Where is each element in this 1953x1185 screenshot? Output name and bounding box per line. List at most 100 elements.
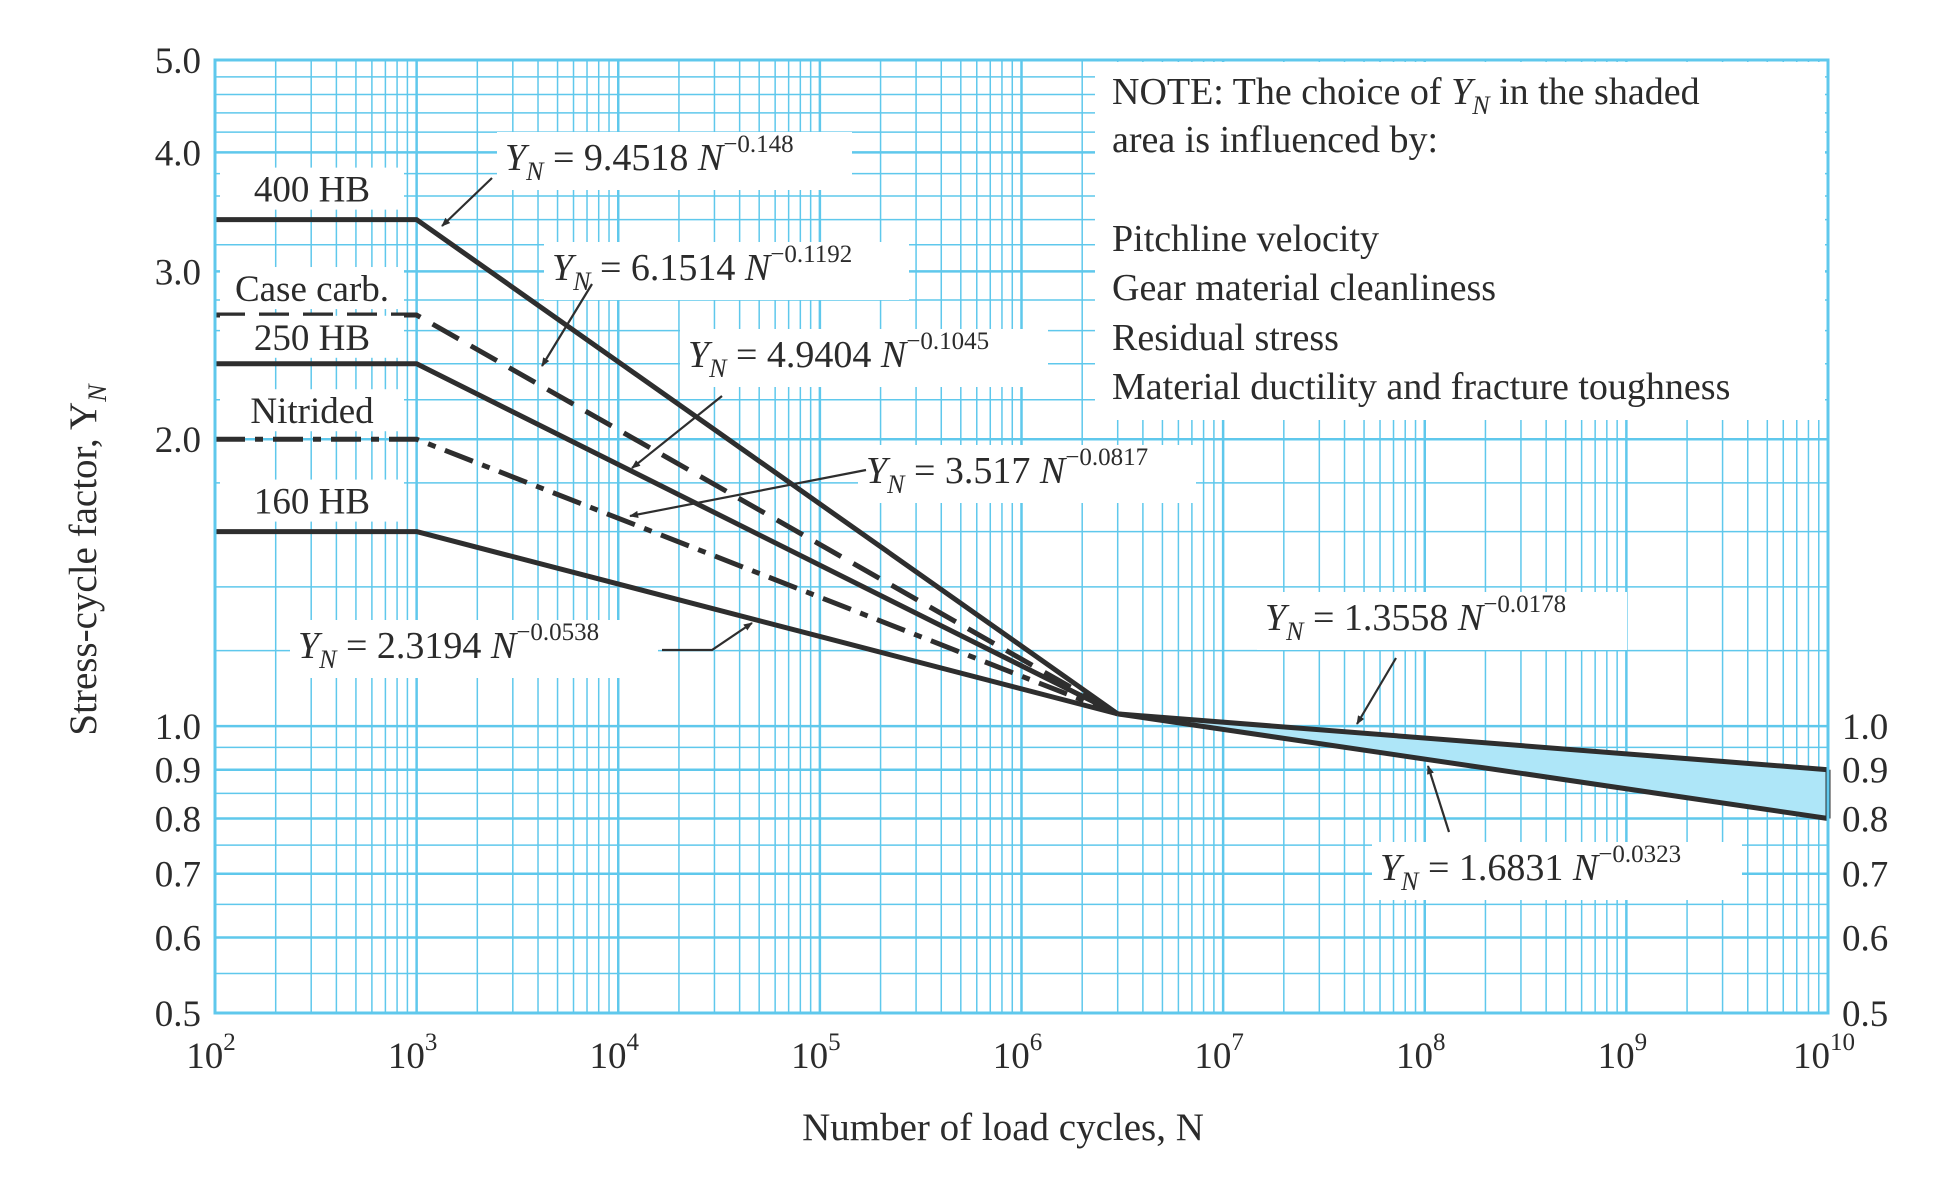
equation-bg [497, 132, 852, 190]
equation-bg [290, 620, 658, 678]
note-line-1-sub: N [1471, 91, 1491, 120]
note-item-1: Pitchline velocity [1112, 218, 1379, 260]
x-tick-base: 10 [590, 1036, 627, 1077]
y-tick-label-right: 0.9 [1842, 751, 1888, 792]
x-tick-base: 10 [993, 1036, 1030, 1077]
series [215, 217, 1831, 821]
equation-bg [1257, 592, 1627, 650]
x-tick-label: 109 [1598, 1029, 1648, 1077]
y-axis-title-sub: N [83, 383, 112, 403]
x-tick-exp: 5 [828, 1029, 841, 1056]
x-tick-exp: 6 [1030, 1029, 1043, 1056]
y-tick-label-left: 0.5 [155, 994, 201, 1035]
y-tick-label-left: 2.0 [155, 420, 201, 461]
y-tick-label-left: 4.0 [155, 133, 201, 174]
equation-label-3: YN = 4.9404 N−0.1045 [688, 328, 989, 383]
material-label-5: 160 HB [254, 482, 370, 523]
material-label-3: 250 HB [254, 318, 370, 359]
eq-equals: = 1.3558 [1303, 597, 1457, 639]
equation-arrow-1 [441, 177, 493, 227]
y-tick-label-left: 0.8 [155, 799, 201, 840]
note-line-1: NOTE: The choice of YN in the shaded [1112, 71, 1700, 120]
material-label-bg [220, 267, 404, 310]
material-label-bg [220, 315, 404, 358]
x-tick-base: 10 [186, 1036, 223, 1077]
eq-y: Y [1380, 847, 1405, 889]
material-label-bg [220, 479, 404, 522]
material-label-bg [220, 167, 404, 210]
series-line-1 [215, 217, 1120, 716]
eq-sub: N [708, 354, 728, 383]
equation-arrows [441, 177, 1451, 833]
y-axis-title-text: Stress-cycle factor, Y [62, 402, 105, 736]
eq-y: Y [505, 137, 530, 179]
x-tick-exp: 2 [223, 1029, 236, 1056]
x-tick-label: 1010 [1793, 1029, 1855, 1077]
series-line-4 [215, 436, 1119, 717]
x-tick-exp: 7 [1231, 1029, 1244, 1056]
equation-arrow-2 [541, 283, 593, 367]
equation-bg [680, 329, 1048, 387]
x-tick-base: 10 [1598, 1036, 1635, 1077]
eq-exp: −0.1045 [906, 328, 989, 355]
equation-bg [1372, 842, 1742, 900]
x-ticks: 102 103 104 105 106 107 108 109 1010 [186, 1029, 1855, 1077]
x-axis-title-text: Number of load cycles, N [802, 1106, 1204, 1149]
y-tick-label-right: 1.0 [1842, 707, 1888, 748]
eq-n: N [1572, 847, 1601, 889]
plot-frame [213, 58, 1830, 1015]
y-tick-label-left: 5.0 [155, 41, 201, 82]
note-item-3: Residual stress [1112, 317, 1339, 359]
material-label-4: Nitrided [250, 391, 374, 432]
x-tick-base: 10 [1194, 1036, 1231, 1077]
eq-n: N [490, 625, 519, 667]
eq-y: Y [298, 625, 323, 667]
equation-label-5: YN = 2.3194 N−0.0538 [298, 619, 599, 674]
x-tick-base: 10 [1396, 1036, 1433, 1077]
eq-exp: −0.0178 [1483, 591, 1566, 618]
eq-equals: = 2.3194 [336, 625, 490, 667]
material-label-1: 400 HB [254, 170, 370, 211]
series-line-6 [1117, 711, 1829, 773]
eq-equals: = 9.4518 [543, 137, 697, 179]
note-line-1-y: Y [1451, 71, 1476, 113]
eq-exp: −0.148 [723, 131, 793, 158]
y-ticks-right: 1.00.9 0.8 0.7 0.6 0.5 [1842, 707, 1888, 1035]
equation-arrow-3 [631, 395, 723, 469]
eq-exp: −0.1192 [770, 241, 852, 268]
note-item-2: Gear material cleanliness [1112, 267, 1496, 309]
x-tick-exp: 10 [1830, 1029, 1855, 1056]
x-tick-label: 102 [186, 1029, 236, 1077]
note-line-1-b: in the shaded [1490, 71, 1700, 113]
eq-equals: = 6.1514 [590, 247, 744, 289]
x-tick-base: 10 [1793, 1036, 1830, 1077]
material-label-bg [220, 389, 404, 432]
x-axis-title: Number of load cycles, N [802, 1106, 1204, 1149]
eq-n: N [697, 137, 726, 179]
eq-sub: N [318, 645, 338, 674]
material-label-2: Case carb. [235, 269, 389, 310]
y-tick-label-right: 0.5 [1842, 994, 1888, 1035]
eq-n: N [1457, 597, 1486, 639]
eq-exp: −0.0538 [516, 619, 599, 646]
equation-label-6: YN = 1.3558 N−0.0178 [1265, 591, 1566, 646]
equation-arrow-7 [1426, 765, 1451, 833]
equation-label-1: YN = 9.4518 N−0.148 [505, 131, 794, 186]
eq-n: N [1039, 450, 1068, 492]
x-tick-label: 104 [590, 1029, 640, 1077]
y-tick-label-left: 1.0 [155, 707, 201, 748]
note-item-4: Material ductility and fracture toughnes… [1112, 366, 1730, 408]
x-tick-exp: 9 [1635, 1029, 1648, 1056]
series-line-5 [215, 529, 1119, 717]
y-tick-label-left: 0.6 [155, 919, 201, 960]
series-line-7 [1117, 711, 1829, 821]
y-tick-label-right: 0.6 [1842, 919, 1888, 960]
x-tick-label: 106 [993, 1029, 1043, 1077]
eq-y: Y [688, 334, 713, 376]
x-tick-base: 10 [791, 1036, 828, 1077]
equation-arrow-4 [629, 468, 867, 518]
eq-exp: −0.0817 [1065, 444, 1148, 471]
eq-n: N [880, 334, 909, 376]
equation-label-2: YN = 6.1514 N−0.1192 [552, 241, 852, 296]
